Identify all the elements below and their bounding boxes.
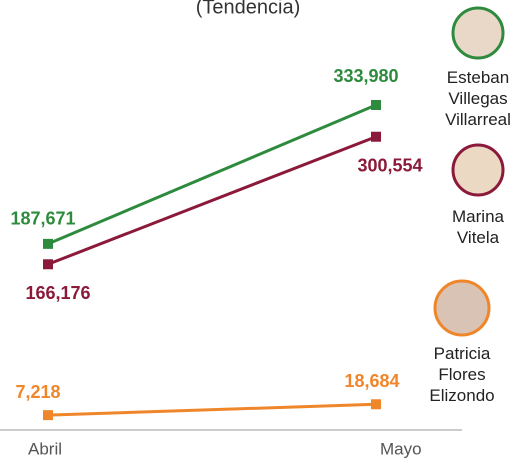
x-tick-label: Abril	[28, 439, 62, 458]
data-label: 166,176	[25, 283, 90, 303]
data-label: 18,684	[344, 371, 399, 391]
series-line	[47, 135, 377, 266]
photo	[433, 6, 505, 337]
legend-entry: Marina Vitela	[452, 207, 504, 247]
data-label: 333,980	[333, 66, 398, 86]
chart-subtitle: (Tendencia)	[196, 0, 301, 18]
data-label: 300,554	[357, 155, 422, 175]
point-marker	[43, 259, 53, 270]
data-label: 7,218	[15, 382, 60, 402]
point-marker	[371, 399, 381, 410]
photo-frame	[451, 6, 505, 60]
point-marker	[43, 410, 53, 421]
photo-frame	[433, 279, 491, 337]
point-marker	[371, 131, 381, 142]
series-line	[47, 402, 377, 417]
legend-entry: Patricia Flores Elizondo	[429, 344, 495, 405]
point-marker	[43, 238, 53, 249]
data-label: 187,671	[10, 209, 75, 229]
photo-frame	[451, 143, 505, 197]
point-marker	[371, 100, 381, 110]
x-tick-label: Mayo	[380, 439, 422, 458]
series-line	[47, 103, 377, 246]
legend-entry: Esteban Villegas Villarreal	[445, 68, 511, 129]
